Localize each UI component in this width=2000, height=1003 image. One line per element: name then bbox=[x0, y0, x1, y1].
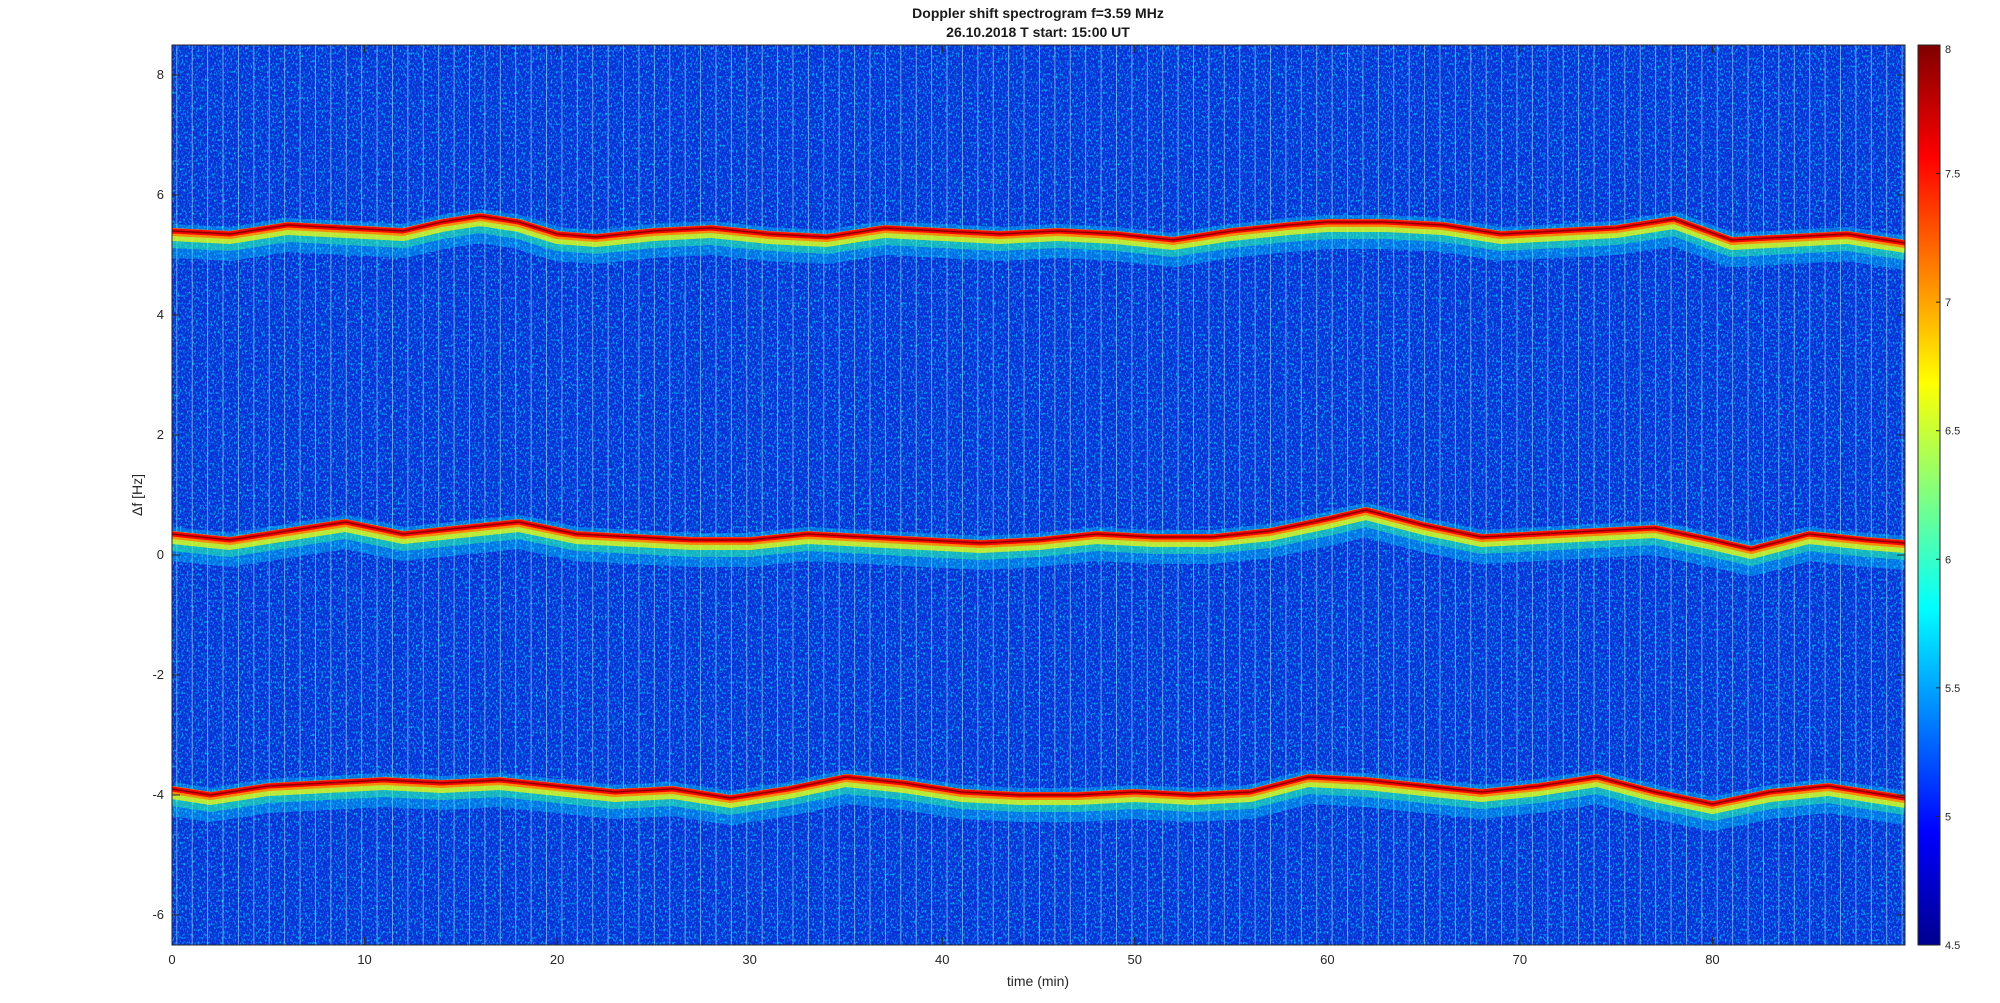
y-axis: -6 -4 -2 0 2 4 6 8 bbox=[152, 67, 1905, 922]
x-tick-label: 60 bbox=[1320, 952, 1334, 967]
chart-title: Doppler shift spectrogram f=3.59 MHz 26.… bbox=[912, 5, 1164, 40]
plot-area bbox=[172, 45, 1905, 945]
colorbar-gradient bbox=[1917, 44, 1941, 946]
chart-subtitle-text: 26.10.2018 T start: 15:00 UT bbox=[946, 24, 1130, 40]
colorbar-ticks: 4.5 5 5.5 6 6.5 7 7.5 8 bbox=[1936, 44, 1960, 952]
y-axis-label: Δf [Hz] bbox=[129, 474, 145, 516]
x-tick-label: 80 bbox=[1705, 952, 1719, 967]
chart-title-text: Doppler shift spectrogram f=3.59 MHz bbox=[912, 5, 1164, 21]
colorbar-tick-label: 7.5 bbox=[1945, 169, 1960, 181]
colorbar-tick-label: 4.5 bbox=[1945, 940, 1960, 952]
x-tick-label: 50 bbox=[1128, 952, 1142, 967]
plot-frame bbox=[171, 44, 1906, 946]
x-axis-label: time (min) bbox=[1007, 973, 1069, 989]
colorbar-tick-label: 6.5 bbox=[1945, 426, 1960, 438]
y-tick-label: 6 bbox=[157, 187, 164, 202]
colorbar-tick-label: 7 bbox=[1945, 297, 1951, 309]
y-tick-label: -2 bbox=[152, 667, 164, 682]
y-tick-label: -4 bbox=[152, 787, 164, 802]
x-tick-label: 20 bbox=[550, 952, 564, 967]
x-tick-label: 10 bbox=[357, 952, 371, 967]
trace-3-line bbox=[172, 776, 1905, 805]
colorbar-tick-label: 5 bbox=[1945, 811, 1951, 823]
colorbar-tick-label: 6 bbox=[1945, 554, 1951, 566]
x-tick-label: 40 bbox=[935, 952, 949, 967]
x-tick-label: 70 bbox=[1513, 952, 1527, 967]
y-tick-label: 2 bbox=[157, 427, 164, 442]
y-tick-label: -6 bbox=[152, 907, 164, 922]
x-axis: 0 10 20 30 40 50 60 70 80 bbox=[168, 45, 1720, 967]
y-tick-label: 4 bbox=[157, 307, 164, 322]
x-tick-label: 30 bbox=[742, 952, 756, 967]
x-tick-label: 0 bbox=[168, 952, 175, 967]
y-tick-label: 8 bbox=[157, 67, 164, 82]
trace-1-line bbox=[172, 215, 1905, 244]
y-tick-label: 0 bbox=[157, 547, 164, 562]
doppler-traces bbox=[172, 209, 1905, 831]
trace-2-line bbox=[172, 509, 1905, 550]
colorbar-tick-label: 8 bbox=[1945, 44, 1951, 56]
colorbar: 4.5 5 5.5 6 6.5 7 7.5 8 bbox=[1917, 44, 1960, 952]
colorbar-tick-label: 5.5 bbox=[1945, 683, 1960, 695]
